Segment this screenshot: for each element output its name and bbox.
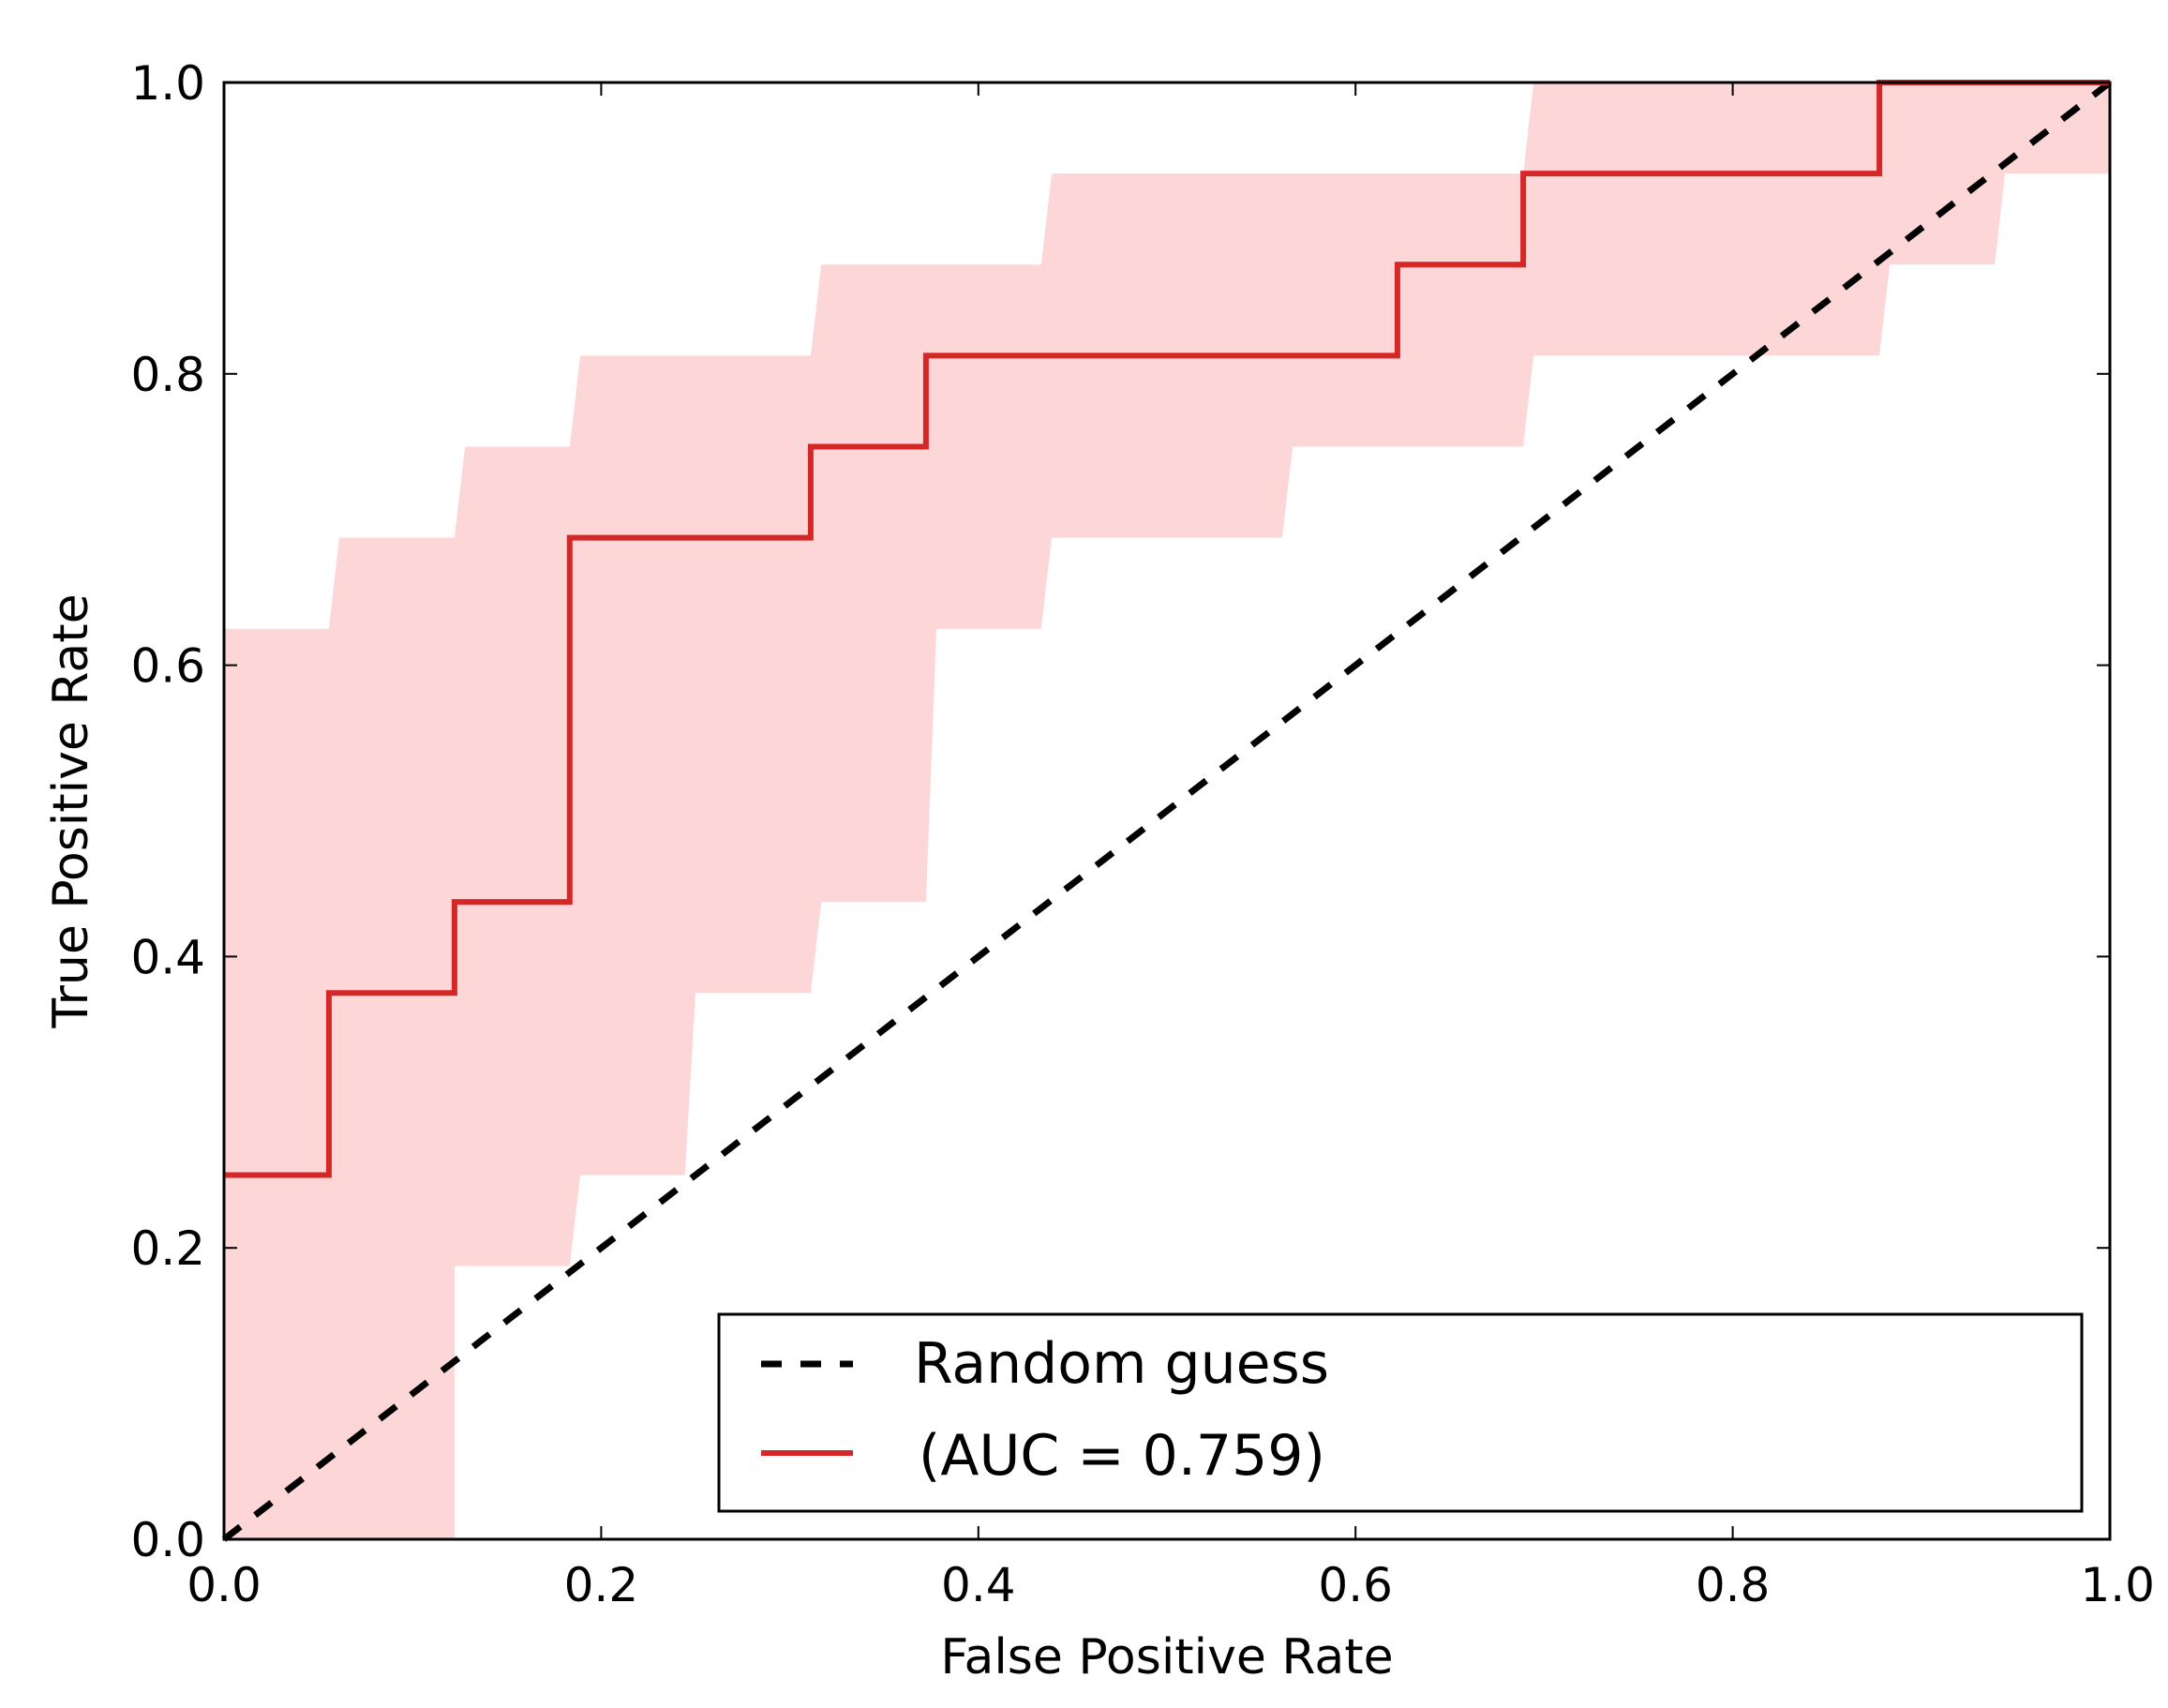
y-tick-label: 0.0 (130, 1513, 205, 1567)
x-tick-label: 0.8 (1696, 1558, 1771, 1612)
plot-frame (222, 81, 2112, 1541)
y-tick-label: 0.8 (130, 348, 205, 402)
x-tick-label: 0.2 (564, 1558, 639, 1612)
y-tick-label: 0.4 (130, 930, 205, 984)
y-tick-label: 1.0 (130, 56, 205, 111)
legend-box (717, 1312, 2084, 1513)
legend-label-auc: (AUC = 0.759) (919, 1423, 1325, 1489)
tick-layer (223, 82, 2111, 1540)
x-tick-label: 0.0 (187, 1558, 262, 1612)
random-guess-line (221, 80, 2113, 1542)
legend-label-random-guess: Random guess (914, 1331, 1329, 1397)
legend: Random guess (AUC = 0.759) (717, 1312, 2084, 1513)
series-layer (221, 80, 2113, 1542)
y-tick-label: 0.6 (130, 639, 205, 694)
y-axis-label: True Positive Rate (43, 593, 99, 1028)
x-axis-label: False Positive Rate (940, 1629, 1393, 1686)
roc-curve-line (224, 80, 2110, 1178)
confidence-band (224, 82, 2110, 1539)
x-tick-label: 0.4 (941, 1558, 1016, 1612)
tick-label-layer: 0.0 0.2 0.4 0.6 0.8 1.0 0.0 0.2 0.4 0.6 0.8 1.0 (130, 56, 2155, 1612)
confidence-band-layer (224, 82, 2110, 1539)
x-tick-label: 0.6 (1318, 1558, 1393, 1612)
y-tick-label: 0.2 (130, 1221, 205, 1276)
x-tick-label: 1.0 (2080, 1558, 2155, 1612)
